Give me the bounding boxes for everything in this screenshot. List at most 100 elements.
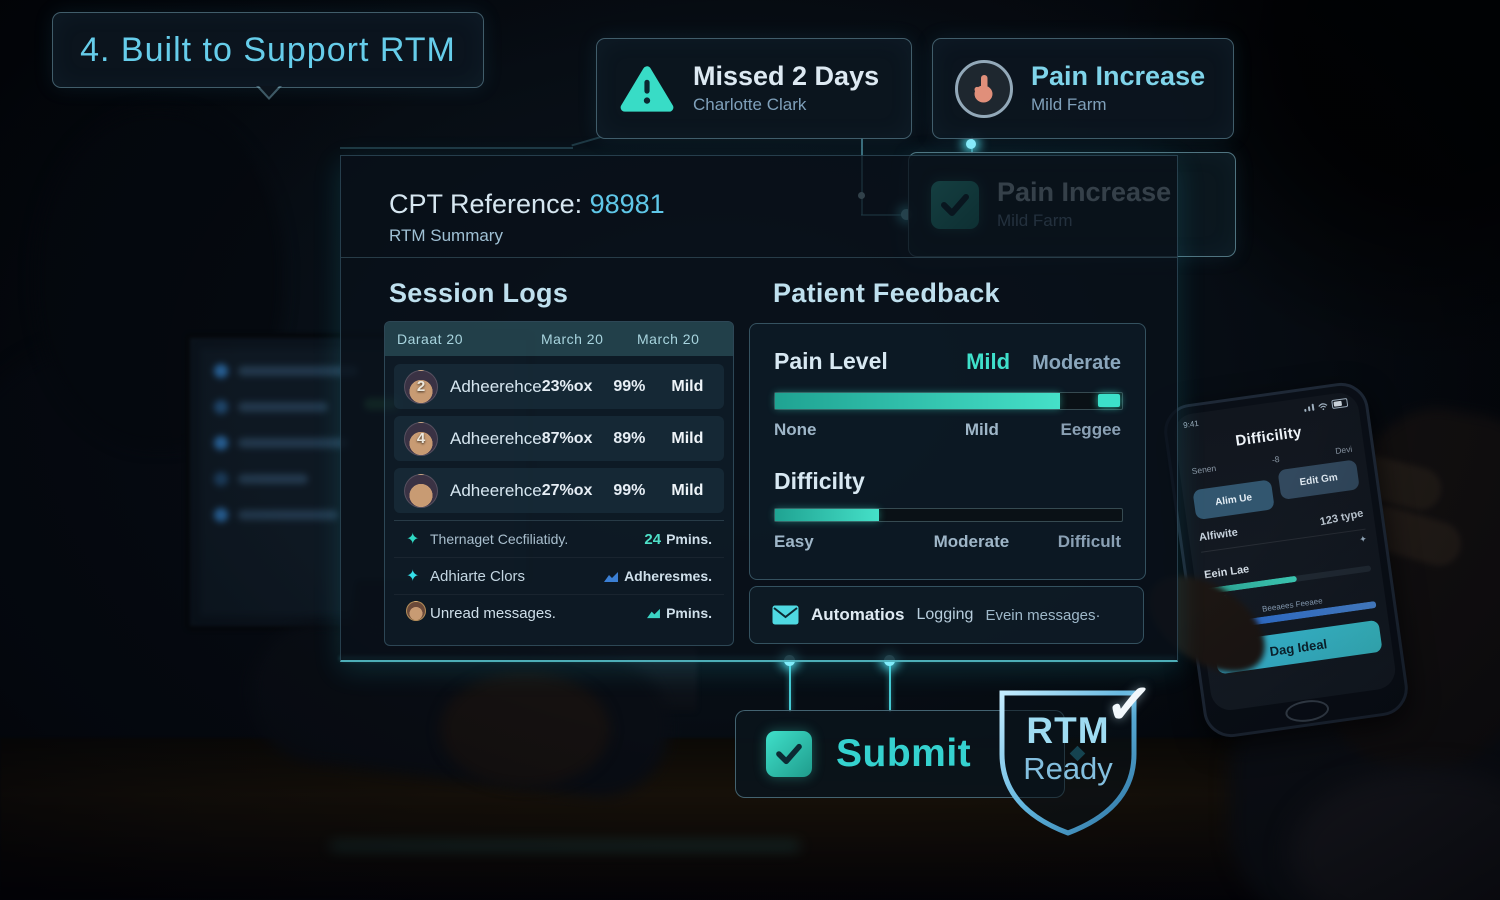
scale-label: Eeggee (1060, 420, 1121, 439)
alert-card-pain-increase[interactable]: Pain Increase Mild Farm (932, 38, 1234, 139)
row-percent: 99% (613, 377, 646, 395)
automation-title: Automatios (811, 605, 905, 624)
alert-title: Pain Increase (1031, 61, 1206, 92)
row-label: Adheerehce (450, 480, 542, 500)
row-status: Mild (671, 429, 704, 447)
session-logs-heading: Session Logs (389, 278, 569, 308)
page-title: 4. Built to Support RTM (80, 30, 456, 69)
column-header: March 20 (541, 331, 604, 347)
row-status: Mild (671, 377, 704, 395)
meta-label: Unread messages. (430, 604, 556, 622)
check-mark-icon: ✓ (1102, 670, 1156, 739)
rtm-summary-panel: CPT Reference: 98981 RTM Summary Session… (340, 155, 1178, 662)
difficulty-fill (775, 509, 880, 521)
row-percent: 89% (613, 429, 646, 447)
connector-line (571, 135, 603, 146)
alert-subtitle: Mild Farm (1031, 94, 1107, 114)
meta-value: Pmins. (666, 531, 712, 547)
pain-scale: None Mild Eeggee (774, 420, 1121, 442)
meta-value: Adheresmes. (624, 568, 712, 584)
connector-line (340, 147, 573, 149)
hand-point-icon (955, 59, 1013, 118)
table-row[interactable]: Adheerehce 27%ox 99% Mild (394, 468, 724, 513)
row-label: Adheerehce (450, 376, 542, 396)
wifi-icon (1318, 402, 1328, 410)
envelope-icon (772, 605, 799, 625)
table-row[interactable]: 2 Adheerehce 23%ox 99% Mild (394, 364, 724, 409)
meta-value-accent: 24 (644, 530, 662, 548)
smartphone: 9:41 Difficility Senen -8 Devi Alim Ue E… (1160, 379, 1412, 741)
row-percent: 99% (613, 481, 646, 499)
connector-line (789, 660, 791, 712)
difficulty-label: Difficilty (774, 468, 865, 494)
avatar (404, 473, 438, 508)
header-divider (341, 257, 1177, 258)
signal-icon (1303, 403, 1315, 413)
avatar: 2 (404, 369, 438, 404)
row-status: Mild (671, 481, 704, 499)
connector-glow-dot (966, 139, 976, 149)
table-header-row: Daraat 20 March 20 March 20 (385, 322, 733, 356)
session-logs-table: Daraat 20 March 20 March 20 2 Adheerehce… (384, 321, 734, 646)
star-icon: ✦ (406, 568, 420, 585)
desk-reflection (330, 842, 800, 850)
star-icon: ✦ (406, 531, 420, 548)
patient-feedback-heading: Patient Feedback (773, 278, 1000, 308)
scale-label: Easy (774, 532, 814, 551)
meta-label: Thernaget Cecfiliatidy. (430, 531, 569, 547)
meta-label: Adhiarte Clors (430, 567, 526, 585)
rtm-summary-subtitle: RTM Summary (389, 226, 503, 245)
scale-label: Moderate (933, 532, 1010, 551)
scale-label: Difficult (1057, 532, 1121, 551)
submit-label: Submit (836, 732, 972, 775)
patient-feedback-panel: Pain Level Mild Moderate None Mild Eegge… (749, 323, 1146, 580)
trend-icon (647, 608, 661, 619)
cpt-label: CPT Reference: (389, 189, 590, 219)
phone-button-right[interactable]: Edit Gm (1277, 459, 1360, 501)
row-adherence: 87%ox (541, 429, 593, 447)
phone-field-value: 123 type (1318, 507, 1365, 529)
warning-triangle-icon (619, 64, 675, 114)
pain-slider-handle[interactable] (1098, 394, 1120, 407)
phone-field-label: Alfiwite (1198, 526, 1239, 544)
row-label: Adheerehce (450, 428, 542, 448)
avatar-icon (406, 600, 430, 626)
cpt-code: 98981 (589, 189, 665, 219)
phone-status-time: 9:41 (1182, 418, 1200, 430)
pain-level-fill (775, 393, 1060, 409)
meta-row-messages[interactable]: Unread messages. Pmins. (394, 595, 724, 631)
avatar: 4 (404, 421, 438, 456)
row-adherence: 23%ox (541, 377, 593, 395)
meta-row-adherence[interactable]: ✦ Adhiarte Clors Adheresmes. (394, 558, 724, 595)
pain-alt-value: Moderate (1032, 352, 1121, 374)
phone-button-left[interactable]: Alim Ue (1192, 479, 1275, 521)
automation-mid: Logging (916, 606, 974, 623)
submit-checkbox-icon[interactable] (766, 731, 812, 777)
title-card-pointer-fill (259, 86, 279, 97)
meta-value: Pmins. (666, 605, 712, 621)
column-header: March 20 (637, 331, 700, 347)
phone-subrow-right: Devi (1334, 443, 1353, 457)
alert-subtitle: Charlotte Clark (693, 94, 807, 114)
battery-icon (1331, 397, 1349, 410)
rtm-ready-badge: RTM Ready ✓ (993, 670, 1156, 841)
title-card: 4. Built to Support RTM (52, 12, 484, 88)
cpt-reference: CPT Reference: 98981 (389, 189, 665, 220)
difficulty-scale: Easy Moderate Difficult (774, 532, 1121, 554)
alert-card-missed-days[interactable]: Missed 2 Days Charlotte Clark (596, 38, 912, 139)
pain-selected-value: Mild (966, 349, 1011, 374)
pain-level-slider[interactable] (774, 392, 1123, 410)
phone-subrow-mid: -8 (1271, 453, 1281, 465)
row-adherence: 27%ox (541, 481, 593, 499)
pain-level-label: Pain Level (774, 348, 888, 374)
column-header: Daraat 20 (397, 331, 463, 347)
meta-row-therapist[interactable]: ✦ Thernaget Cecfiliatidy. 24 Pmins. (394, 521, 724, 558)
scale-label: None (774, 420, 817, 439)
scale-label: Mild (964, 420, 999, 439)
connector-line (889, 660, 891, 712)
automation-logging-row: Automatios Logging Evein messages· (749, 586, 1144, 644)
table-row[interactable]: 4 Adheerehce 87%ox 89% Mild (394, 416, 724, 461)
difficulty-slider[interactable] (774, 508, 1123, 522)
phone-subrow-left: Senen (1191, 462, 1217, 477)
